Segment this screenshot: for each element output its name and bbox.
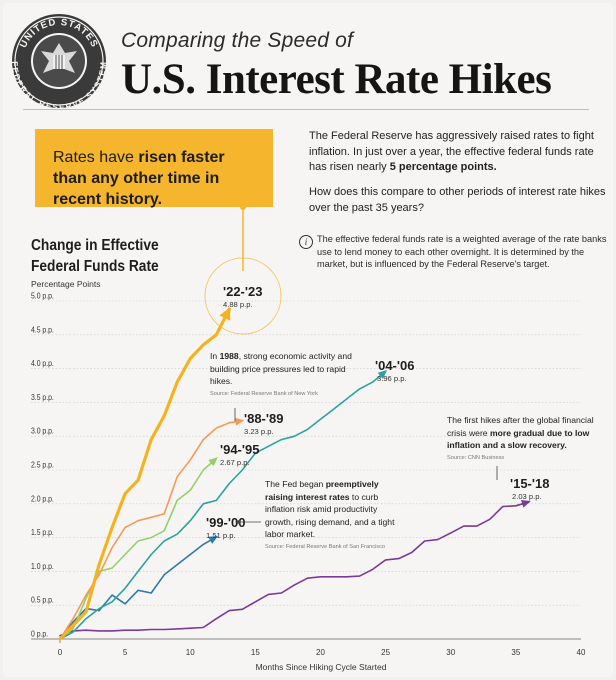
x-tick-label: 20 — [316, 648, 325, 657]
annotation-arrowhead — [235, 519, 240, 525]
callout-bold: risen faster than any other time in rece… — [53, 149, 225, 208]
y-tick-label: 2.0 p.p. — [31, 494, 54, 504]
rate-hike-chart: Percentage Points Months Since Hiking Cy… — [31, 204, 594, 672]
series-value-label: 4.88 p.p. — [223, 300, 253, 309]
series-name-label: '15-'18 — [510, 476, 549, 491]
annotation-source: Source: Federal Reserve Bank of San Fran… — [265, 543, 386, 550]
series-arrowhead — [219, 307, 231, 321]
series-arrowhead — [377, 370, 388, 379]
callout-text: Rates have — [53, 149, 139, 166]
y-tick-label: 1.0 p.p. — [31, 561, 54, 571]
subtitle: Comparing the Speed of — [121, 29, 354, 52]
series-labels: '15-'182.03 p.p. '99-'001.51 p.p. '94-'952… — [204, 257, 549, 540]
chart-title: Change in Effective Federal Funds Rate — [31, 237, 159, 275]
series-arrowhead — [234, 417, 245, 426]
y-tick-label: 4.5 p.p. — [31, 325, 54, 335]
series-line — [58, 307, 231, 641]
annotation-text: The first hikes after the global financi… — [447, 415, 594, 438]
x-tick-label: 30 — [446, 648, 455, 657]
series-value-label: 3.23 p.p. — [244, 427, 274, 436]
chart-series — [58, 307, 531, 641]
annotation-text: The Fed began — [265, 479, 326, 489]
y-tick-label: 0.5 p.p. — [31, 595, 54, 605]
annotation-source: Source: Federal Reserve Bank of New York — [210, 390, 318, 397]
x-tick-label: 40 — [577, 648, 586, 657]
annotation-a88: In 1988, strong economic activity and bu… — [210, 351, 352, 397]
y-tick-label: 0 p.p. — [31, 629, 48, 639]
x-tick-label: 15 — [251, 648, 260, 657]
series-arrowhead — [208, 535, 219, 544]
y-tick-label: 3.5 p.p. — [31, 392, 54, 402]
intro-text: The Federal Reserve has aggressively rai… — [309, 130, 594, 173]
series-value-label: 2.67 p.p. — [220, 458, 250, 467]
series-line — [59, 457, 218, 640]
definition-text: The effective federal funds rate is a we… — [317, 234, 607, 269]
annotation-a99: The Fed began preemptively raising inter… — [265, 479, 395, 550]
y-tick-label: 4.0 p.p. — [31, 359, 54, 369]
series-name-label: '88-'89 — [244, 411, 283, 426]
annotation-bold: preemptively raising interest rates — [265, 479, 379, 502]
y-axis-unit-label: Percentage Points — [31, 279, 100, 289]
annotation-bold: 1988 — [219, 351, 239, 361]
header-divider — [23, 109, 589, 110]
y-tick-label: 5.0 p.p. — [31, 291, 54, 301]
x-tick-label: 5 — [123, 648, 128, 657]
chart-annotations: In 1988, strong economic activity and bu… — [210, 351, 594, 550]
series-line — [59, 500, 530, 637]
y-tick-label: 3.0 p.p. — [31, 426, 54, 436]
definition-note: i The effective federal funds rate is a … — [299, 233, 609, 271]
annotation-bold: more gradual due to low inflation and a … — [447, 427, 590, 451]
series-value-label: 1.51 p.p. — [206, 531, 236, 540]
series-name-label: '22-'23 — [223, 284, 262, 299]
intro-bold: 5 percentage points. — [389, 161, 497, 173]
current-cycle-halo — [204, 257, 282, 335]
intro-paragraph: The Federal Reserve has aggressively rai… — [309, 129, 609, 176]
info-icon: i — [299, 235, 313, 249]
series-value-label: 3.96 p.p. — [377, 374, 407, 383]
series-arrowhead — [521, 500, 531, 508]
annotation-source: Source: CNN Business — [447, 454, 505, 461]
x-tick-label: 35 — [511, 648, 520, 657]
series-value-label: 2.03 p.p. — [512, 492, 542, 501]
annotation-text: to curb inflation risk amid productivity… — [265, 491, 395, 540]
annotation-a15: The first hikes after the global financi… — [447, 415, 594, 461]
highlight-callout: Rates have risen faster than any other t… — [35, 129, 273, 208]
annotation-text: , strong economic activity and building … — [210, 351, 352, 386]
callout-connector-dot — [240, 204, 246, 210]
page-title: U.S. Interest Rate Hikes — [121, 56, 552, 103]
series-name-label: '99-'00 — [206, 515, 245, 530]
series-arrowhead — [208, 457, 218, 467]
federal-reserve-seal: UNITED STATES FEDERAL RESERVE SYSTEM — [10, 14, 108, 111]
annotation-text: In — [210, 351, 220, 361]
x-tick-label: 10 — [186, 648, 195, 657]
y-tick-label: 1.5 p.p. — [31, 528, 54, 538]
chart-grid: 0 p.p. 0.5 p.p. 1.0 p.p. 1.5 p.p. 2.0 p.p. 2.… — [31, 291, 586, 657]
series-name-label: '94-'95 — [220, 442, 259, 457]
series-line — [59, 536, 218, 640]
series-line — [59, 419, 244, 640]
series-line — [59, 370, 387, 640]
x-tick-label: 0 — [58, 648, 63, 657]
infographic: UNITED STATES FEDERAL RESERVE SYSTEM Com… — [3, 3, 613, 677]
series-name-label: '04-'06 — [375, 358, 414, 373]
y-tick-label: 2.5 p.p. — [31, 460, 54, 470]
intro-question: How does this compare to other periods o… — [309, 186, 606, 214]
x-tick-label: 25 — [381, 648, 390, 657]
x-axis-label: Months Since Hiking Cycle Started — [256, 662, 387, 672]
